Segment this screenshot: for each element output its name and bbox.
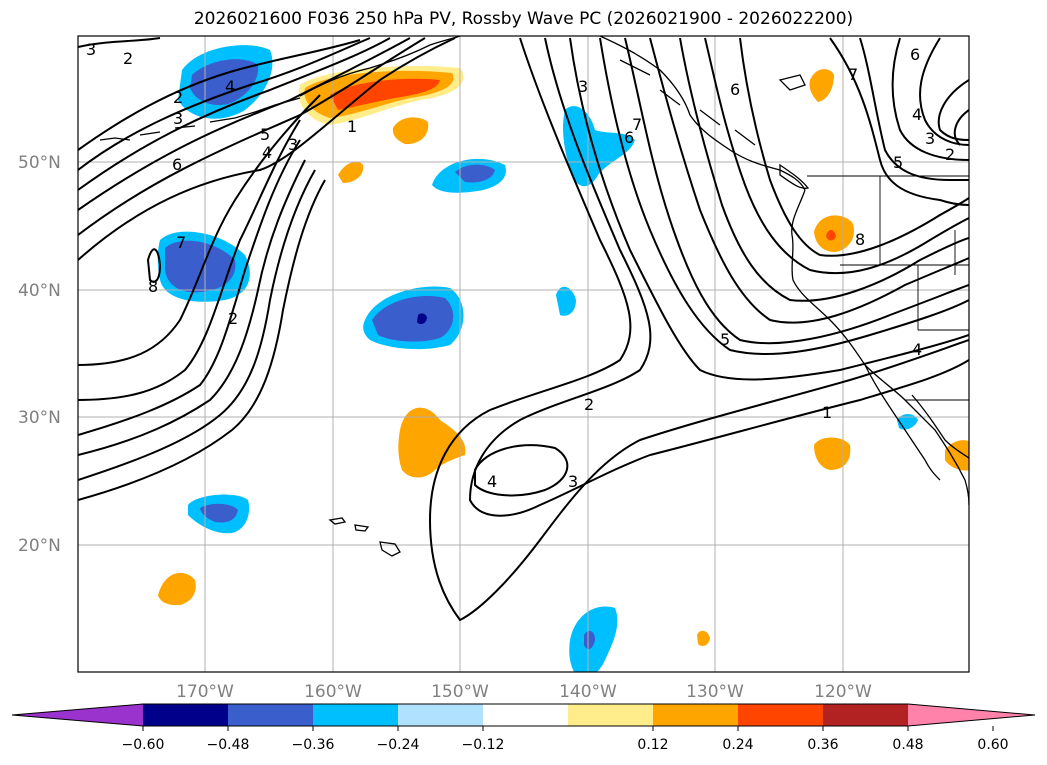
positive-patch — [809, 69, 834, 102]
contour-label: 3 — [568, 472, 578, 491]
contour-label: 4 — [487, 472, 497, 491]
contour-label: 4 — [225, 77, 235, 96]
contour-label: 3 — [173, 109, 183, 128]
map-frame-bg — [78, 36, 969, 672]
colorbar-segment — [568, 704, 653, 726]
contour-label: 8 — [148, 277, 158, 296]
lat-label: 20°N — [18, 536, 61, 556]
negative-patch — [584, 630, 595, 650]
colorbar-segment — [823, 704, 908, 726]
lat-label: 40°N — [18, 281, 61, 301]
contour-label: 2 — [123, 49, 133, 68]
colorbar-tick-label: 0.60 — [977, 737, 1008, 753]
colorbar-segment — [143, 704, 228, 726]
contour-label: 1 — [822, 403, 832, 422]
positive-patch — [826, 230, 836, 241]
colorbar-segment — [398, 704, 483, 726]
lon-label: 150°W — [431, 682, 489, 702]
colorbar-tick-label: 0.48 — [892, 737, 923, 753]
colorbar: −0.60 −0.48 −0.36 −0.24 −0.12 0.12 0.24 0.36 0.4… — [11, 703, 1036, 753]
negative-patch — [562, 106, 635, 187]
negative-patch — [200, 503, 238, 523]
colorbar-tick-label: −0.24 — [377, 737, 420, 753]
positive-patch — [945, 440, 969, 471]
contour-label: 7 — [632, 115, 642, 134]
colorbar-tick-label: 0.12 — [637, 737, 668, 753]
contour-label: 6 — [172, 155, 182, 174]
contour-label: 3 — [86, 40, 96, 59]
colorbar-segment — [653, 704, 738, 726]
contour-label: 5 — [260, 125, 270, 144]
negative-patch — [455, 164, 495, 183]
contour-label: 4 — [912, 105, 922, 124]
positive-patch — [392, 117, 429, 145]
map-frame — [77, 35, 970, 673]
gridlines — [78, 36, 969, 672]
contour-label: 5 — [720, 330, 730, 349]
contour-label: 1 — [347, 117, 357, 136]
positive-patch — [814, 437, 851, 470]
longitude-labels: 170°W 160°W 150°W 140°W 130°W 120°W — [176, 682, 872, 702]
latitude-labels: 50°N 40°N 30°N 20°N — [18, 153, 61, 556]
contour-label: 6 — [730, 80, 740, 99]
contour-label: 2 — [945, 145, 955, 164]
coastlines — [99, 36, 969, 557]
contour-label: 2 — [228, 309, 238, 328]
colorbar-tick-label: −0.60 — [122, 737, 165, 753]
colorbar-tick-label: −0.48 — [207, 737, 250, 753]
lon-label: 170°W — [176, 682, 234, 702]
contour-label: 5 — [893, 153, 903, 172]
positive-patch — [158, 572, 196, 606]
contour-label: 2 — [584, 395, 594, 414]
negative-patch — [190, 59, 259, 106]
contour-label: 7 — [848, 65, 858, 84]
contour-label: 4 — [262, 143, 272, 162]
negative-patch — [165, 240, 236, 293]
colorbar-segment — [483, 704, 568, 726]
contour-label: 8 — [855, 230, 865, 249]
political-borders — [807, 175, 969, 401]
lat-label: 50°N — [18, 153, 61, 173]
pc-shading — [157, 45, 969, 672]
colorbar-segment — [313, 704, 398, 726]
contour-label: 7 — [176, 233, 186, 252]
contour-label: 3 — [578, 77, 588, 96]
colorbar-tick-label: 0.24 — [722, 737, 753, 753]
contour-label: 2 — [173, 88, 183, 107]
contour-label: 4 — [912, 340, 922, 359]
lat-label: 30°N — [18, 408, 61, 428]
contour-label: 3 — [925, 129, 935, 148]
colorbar-tick-label: 0.36 — [807, 737, 838, 753]
positive-patch — [697, 630, 710, 646]
colorbar-tick-label: −0.36 — [292, 737, 335, 753]
negative-patch — [556, 286, 576, 316]
colorbar-extend-low — [12, 704, 143, 726]
contour-labels: 3 2 2 4 3 1 5 4 3 6 7 8 2 3 6 7 6 7 6 4 … — [86, 40, 955, 491]
negative-patch — [417, 313, 427, 325]
colorbar-extend-high — [908, 704, 1035, 726]
lon-label: 120°W — [814, 682, 872, 702]
lon-label: 140°W — [559, 682, 617, 702]
contour-label: 6 — [624, 128, 634, 147]
colorbar-segment — [738, 704, 823, 726]
negative-patch — [372, 296, 454, 342]
positive-patch — [398, 407, 466, 478]
map-title: 2026021600 F036 250 hPa PV, Rossby Wave … — [193, 9, 854, 29]
contour-label: 3 — [288, 135, 298, 154]
positive-patch — [330, 78, 440, 110]
contour-label: 6 — [910, 45, 920, 64]
lon-label: 130°W — [686, 682, 744, 702]
positive-patch — [338, 161, 364, 183]
colorbar-tick-label: −0.12 — [462, 737, 505, 753]
lon-label: 160°W — [304, 682, 362, 702]
colorbar-segment — [228, 704, 313, 726]
